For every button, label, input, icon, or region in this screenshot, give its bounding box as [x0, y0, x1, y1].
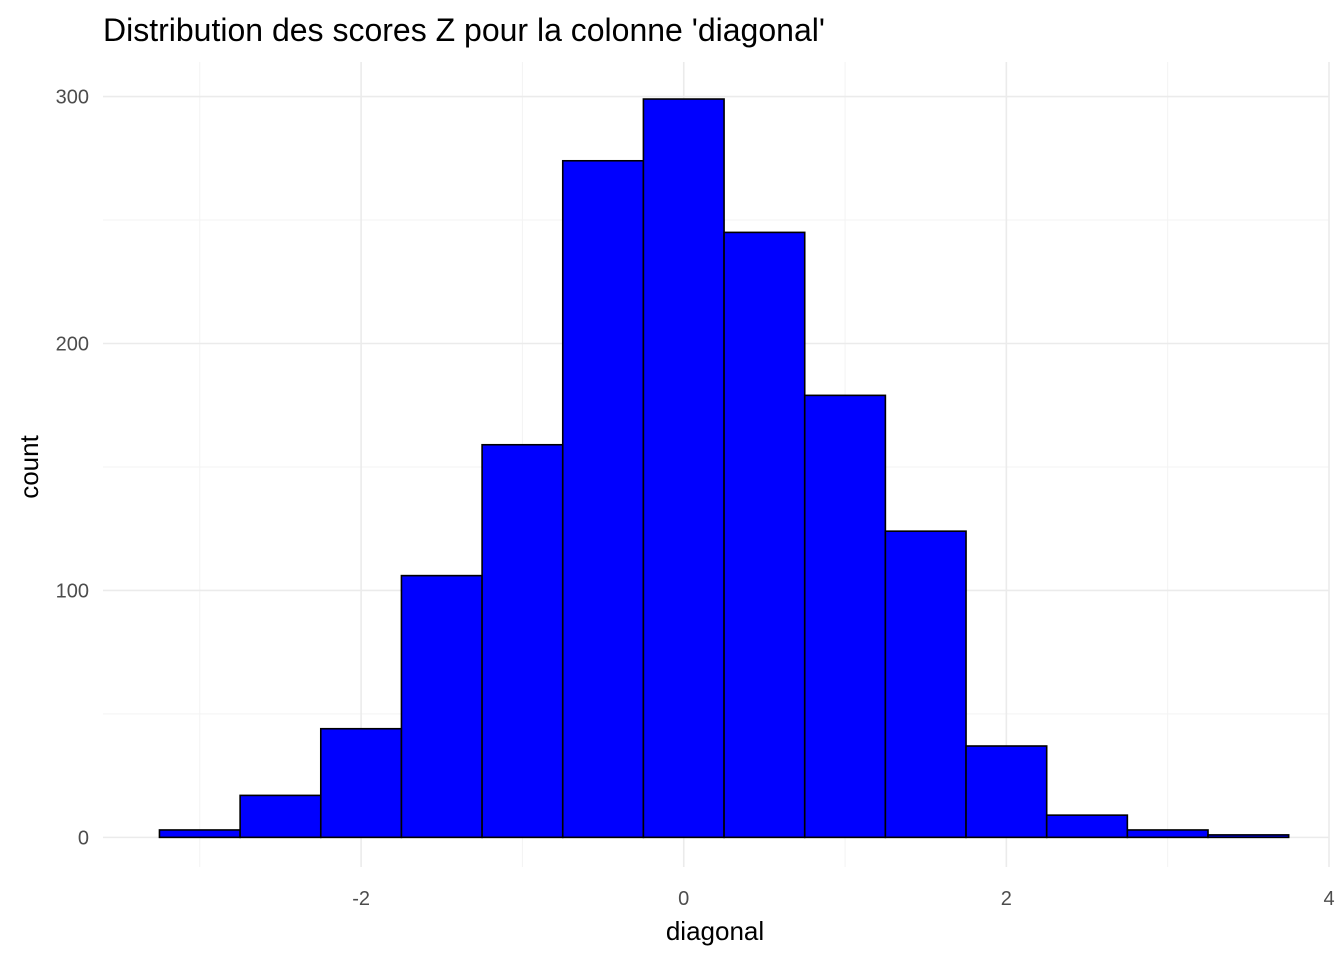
histogram-bar [1045, 814, 1129, 839]
x-tick-label: 2 [1001, 888, 1012, 910]
histogram-bar [884, 530, 967, 839]
x-axis-title: diagonal [666, 916, 764, 946]
y-tick-label: 300 [56, 87, 89, 109]
y-tick-label: 200 [56, 334, 89, 356]
histogram-bar [965, 745, 1048, 839]
histogram-bar [319, 727, 403, 839]
histogram-bars [158, 98, 1290, 839]
histogram-bar [239, 794, 322, 839]
histogram-bar [400, 574, 483, 839]
axis-ticks: -2 0 2 4 0 100 200 300 [56, 87, 1335, 910]
y-tick-label: 100 [56, 580, 89, 602]
x-tick-label: 0 [678, 888, 689, 910]
y-axis-title: count [14, 434, 44, 498]
histogram-bar [561, 159, 645, 839]
x-tick-label: 4 [1323, 888, 1334, 910]
histogram-bar [642, 98, 725, 839]
chart-title: Distribution des scores Z pour la colonn… [103, 12, 825, 48]
histogram-bar [481, 443, 564, 839]
histogram-bar [158, 829, 241, 839]
x-tick-label: -2 [352, 888, 370, 910]
histogram-bar [803, 394, 887, 839]
histogram-bar [1207, 834, 1290, 839]
histogram-bar [1126, 829, 1209, 839]
histogram-bar [723, 231, 806, 839]
y-tick-label: 0 [78, 827, 89, 849]
